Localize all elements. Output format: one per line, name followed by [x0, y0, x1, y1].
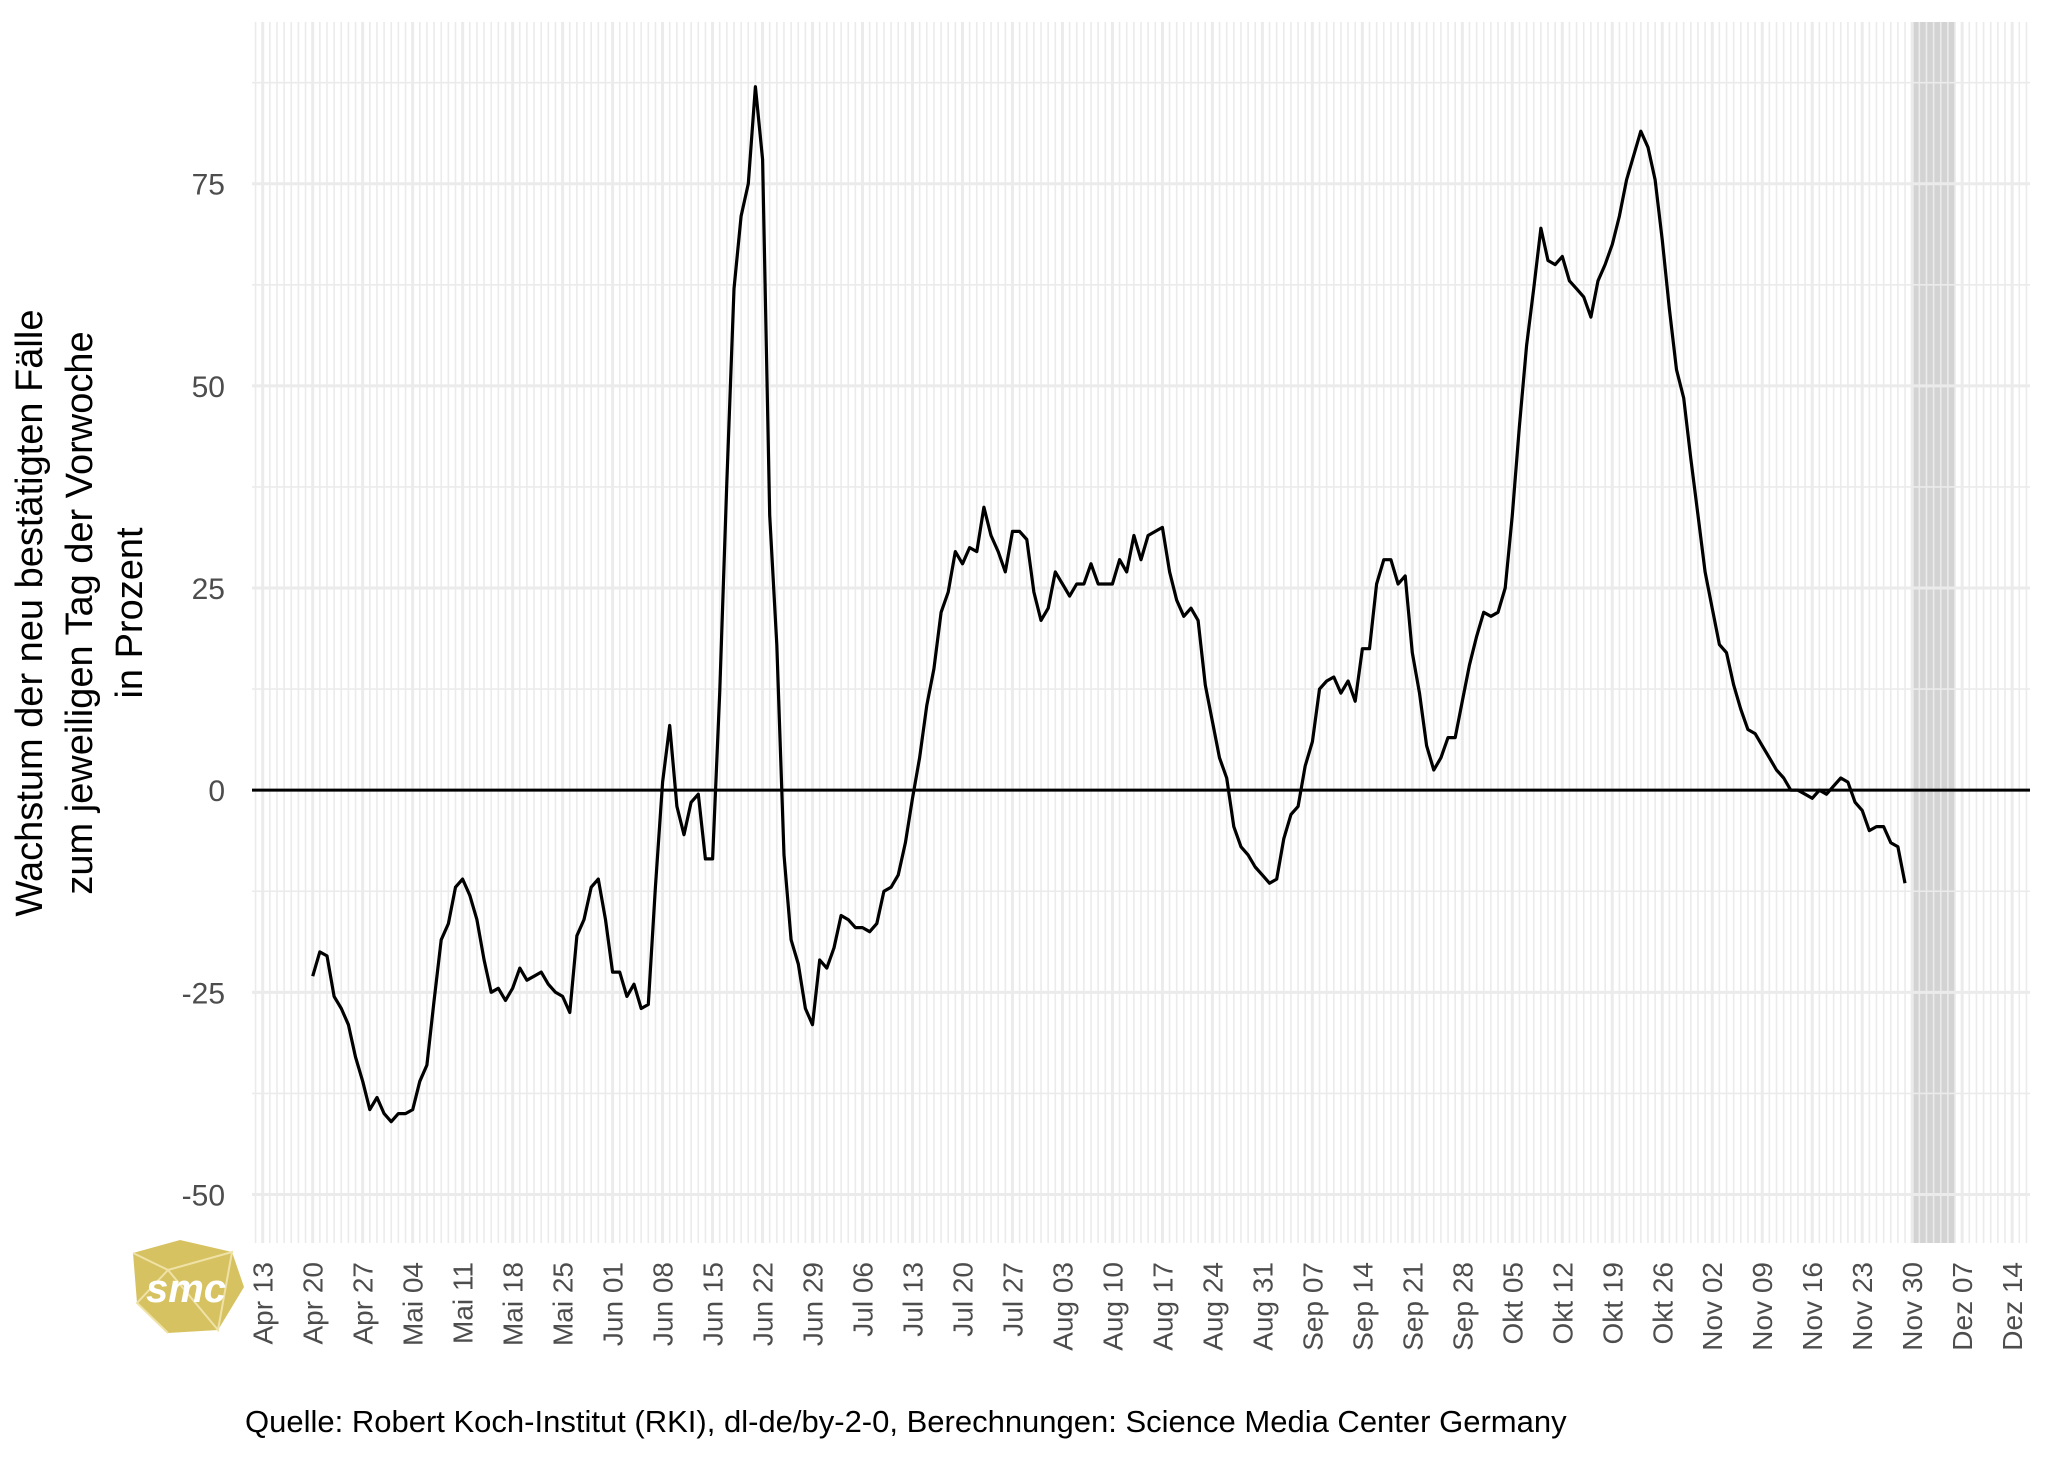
y-axis-title-line-3: in Prozent	[109, 527, 151, 699]
x-tick-label: Sep 28	[1447, 1262, 1478, 1351]
x-tick-label: Sep 07	[1297, 1262, 1328, 1351]
y-axis-title-line-2: zum jeweiligen Tag der Vorwoche	[59, 331, 101, 894]
x-tick-label: Apr 20	[298, 1262, 329, 1345]
y-tick-label: -50	[182, 1179, 225, 1212]
x-tick-label: Aug 10	[1097, 1262, 1128, 1351]
x-tick-label: Mai 25	[548, 1262, 579, 1346]
smc-logo-text: smc	[146, 1267, 226, 1311]
x-tick-label: Apr 13	[248, 1262, 279, 1345]
x-tick-label: Jun 15	[698, 1262, 729, 1346]
y-tick-label: 25	[192, 573, 225, 606]
x-tick-label: Jul 13	[898, 1262, 929, 1337]
y-tick-label: -25	[182, 977, 225, 1010]
x-tick-label: Aug 17	[1147, 1262, 1178, 1351]
x-tick-label: Mai 18	[498, 1262, 529, 1346]
y-axis-title-line-1: Wachstum der neu bestätigten Fälle	[9, 310, 51, 917]
y-tick-label: 0	[208, 775, 225, 808]
x-tick-label: Sep 21	[1397, 1262, 1428, 1351]
x-tick-label: Dez 14	[1997, 1262, 2028, 1351]
series-line-layer	[311, 85, 1907, 1124]
y-tick-label: 75	[192, 169, 225, 202]
y-axis-title: Wachstum der neu bestätigten Fälle zum j…	[9, 310, 151, 917]
x-tick-label: Mai 11	[448, 1262, 479, 1344]
y-tick-labels: -50 -25 0 25 50 75	[182, 169, 225, 1213]
smc-logo: smc	[132, 1240, 244, 1334]
x-tick-label: Jul 27	[997, 1262, 1028, 1337]
growth-series-line	[311, 85, 1907, 1124]
x-tick-label: Jul 06	[848, 1262, 879, 1337]
x-tick-label: Aug 03	[1047, 1262, 1078, 1351]
x-tick-label: Nov 02	[1697, 1262, 1728, 1351]
x-tick-label: Nov 30	[1897, 1262, 1928, 1351]
x-tick-label: Jun 01	[598, 1262, 629, 1346]
minor-grid	[252, 22, 2030, 1243]
x-tick-label: Jun 29	[798, 1262, 829, 1346]
x-tick-label: Apr 27	[348, 1262, 379, 1345]
x-tick-label: Okt 19	[1597, 1262, 1628, 1344]
x-tick-label: Jul 20	[947, 1262, 978, 1337]
smc-logo-shape	[133, 1240, 244, 1333]
x-tick-label: Jun 08	[648, 1262, 679, 1346]
x-tick-label: Nov 09	[1747, 1262, 1778, 1351]
y-tick-label: 50	[192, 371, 225, 404]
x-tick-label: Sep 14	[1347, 1262, 1378, 1351]
x-tick-label: Aug 31	[1247, 1262, 1278, 1351]
x-tick-label: Dez 07	[1947, 1262, 1978, 1351]
x-tick-label: Okt 05	[1497, 1262, 1528, 1344]
x-tick-label: Nov 16	[1797, 1262, 1828, 1351]
x-tick-label: Mai 04	[398, 1262, 429, 1346]
x-tick-label: Okt 12	[1547, 1262, 1578, 1344]
x-tick-label: Nov 23	[1847, 1262, 1878, 1351]
major-grid	[252, 22, 2030, 1243]
x-tick-labels: Apr 13 Apr 20 Apr 27 Mai 04 Mai 11 Mai 18 Mai …	[248, 1262, 2028, 1351]
x-tick-label: Jun 22	[748, 1262, 779, 1346]
chart-caption: Quelle: Robert Koch-Institut (RKI), dl-d…	[245, 1404, 1567, 1439]
x-tick-label: Okt 26	[1647, 1262, 1678, 1344]
smc-logo-facets	[132, 1250, 234, 1334]
x-tick-label: Aug 24	[1197, 1262, 1228, 1351]
